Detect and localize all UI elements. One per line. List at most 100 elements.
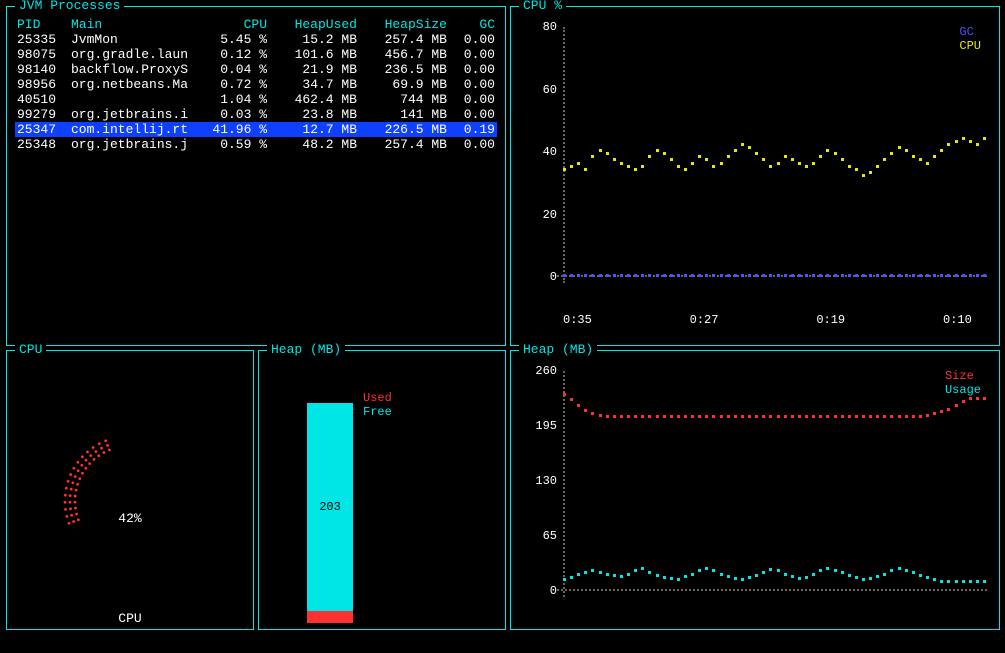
datapoint <box>599 149 602 152</box>
datapoint <box>848 574 851 577</box>
datapoint <box>720 162 723 165</box>
datapoint <box>912 155 915 158</box>
table-row[interactable]: 98075org.gradle.laun0.12 %101.6 MB456.7 … <box>15 47 497 62</box>
datapoint <box>898 567 901 570</box>
cpu-gauge-footer: CPU <box>15 611 245 626</box>
datapoint <box>748 576 751 579</box>
datapoint <box>691 274 694 277</box>
datapoint <box>926 274 929 277</box>
datapoint <box>940 580 943 583</box>
datapoint <box>606 274 609 277</box>
datapoint <box>826 149 829 152</box>
datapoint <box>962 137 965 140</box>
col-heapused: HeapUsed <box>269 17 359 32</box>
datapoint <box>591 155 594 158</box>
datapoint <box>627 165 630 168</box>
datapoint <box>912 571 915 574</box>
datapoint <box>577 404 580 407</box>
datapoint <box>570 165 573 168</box>
datapoint <box>876 415 879 418</box>
datapoint <box>791 158 794 161</box>
datapoint <box>620 162 623 165</box>
datapoint <box>862 578 865 581</box>
datapoint <box>677 165 680 168</box>
datapoint <box>890 569 893 572</box>
datapoint <box>826 415 829 418</box>
table-row[interactable]: 98140backflow.ProxyS0.04 %21.9 MB236.5 M… <box>15 62 497 77</box>
legend-item: CPU <box>959 39 981 53</box>
datapoint <box>577 274 580 277</box>
cpu-gauge-panel: CPU 42% CPU <box>6 350 254 630</box>
datapoint <box>848 274 851 277</box>
datapoint <box>919 274 922 277</box>
heap-bar-legend: UsedFree <box>363 391 392 419</box>
table-row[interactable]: 98956org.netbeans.Ma0.72 %34.7 MB69.9 MB… <box>15 77 497 92</box>
datapoint <box>791 575 794 578</box>
processes-title: JVM Processes <box>15 0 124 13</box>
datapoint <box>855 415 858 418</box>
datapoint <box>869 171 872 174</box>
datapoint <box>705 158 708 161</box>
datapoint <box>648 274 651 277</box>
datapoint <box>591 274 594 277</box>
table-row[interactable]: 25348org.jetbrains.j0.59 %48.2 MB257.4 M… <box>15 137 497 152</box>
datapoint <box>798 577 801 580</box>
table-row[interactable]: 25347com.intellij.rt41.96 %12.7 MB226.5 … <box>15 122 497 137</box>
datapoint <box>712 165 715 168</box>
datapoint <box>876 575 879 578</box>
table-row[interactable]: 99279org.jetbrains.i0.03 %23.8 MB141 MB0… <box>15 107 497 122</box>
datapoint <box>755 415 758 418</box>
datapoint <box>563 578 566 581</box>
datapoint <box>663 576 666 579</box>
table-row[interactable]: 405101.04 %462.4 MB744 MB0.00 <box>15 92 497 107</box>
datapoint <box>834 152 837 155</box>
datapoint <box>983 580 986 583</box>
datapoint <box>634 415 637 418</box>
datapoint <box>698 274 701 277</box>
datapoint <box>890 415 893 418</box>
datapoint <box>834 569 837 572</box>
datapoint <box>570 576 573 579</box>
datapoint <box>898 146 901 149</box>
datapoint <box>577 162 580 165</box>
y-tick: 80 <box>543 20 557 34</box>
datapoint <box>570 274 573 277</box>
col-main: Main <box>69 17 199 32</box>
datapoint <box>976 580 979 583</box>
datapoint <box>705 567 708 570</box>
datapoint <box>670 577 673 580</box>
col-cpu: CPU <box>199 17 269 32</box>
datapoint <box>720 274 723 277</box>
datapoint <box>947 274 950 277</box>
datapoint <box>819 274 822 277</box>
datapoint <box>648 571 651 574</box>
table-row[interactable]: 25335JvmMon5.45 %15.2 MB257.4 MB0.00 <box>15 32 497 47</box>
y-tick: 0 <box>550 584 557 598</box>
datapoint <box>698 155 701 158</box>
datapoint <box>876 274 879 277</box>
datapoint <box>606 415 609 418</box>
datapoint <box>741 578 744 581</box>
datapoint <box>969 140 972 143</box>
datapoint <box>698 569 701 572</box>
datapoint <box>734 415 737 418</box>
datapoint <box>834 274 837 277</box>
datapoint <box>627 415 630 418</box>
datapoint <box>805 274 808 277</box>
datapoint <box>841 158 844 161</box>
datapoint <box>883 415 886 418</box>
cpu-chart-legend: GCCPU <box>959 25 981 53</box>
datapoint <box>584 409 587 412</box>
datapoint <box>613 415 616 418</box>
datapoint <box>869 274 872 277</box>
heap-bar: 203 <box>307 403 353 623</box>
datapoint <box>755 574 758 577</box>
datapoint <box>898 415 901 418</box>
datapoint <box>627 274 630 277</box>
datapoint <box>969 397 972 400</box>
datapoint <box>762 274 765 277</box>
datapoint <box>691 415 694 418</box>
datapoint <box>834 415 837 418</box>
datapoint <box>869 415 872 418</box>
datapoint <box>663 274 666 277</box>
